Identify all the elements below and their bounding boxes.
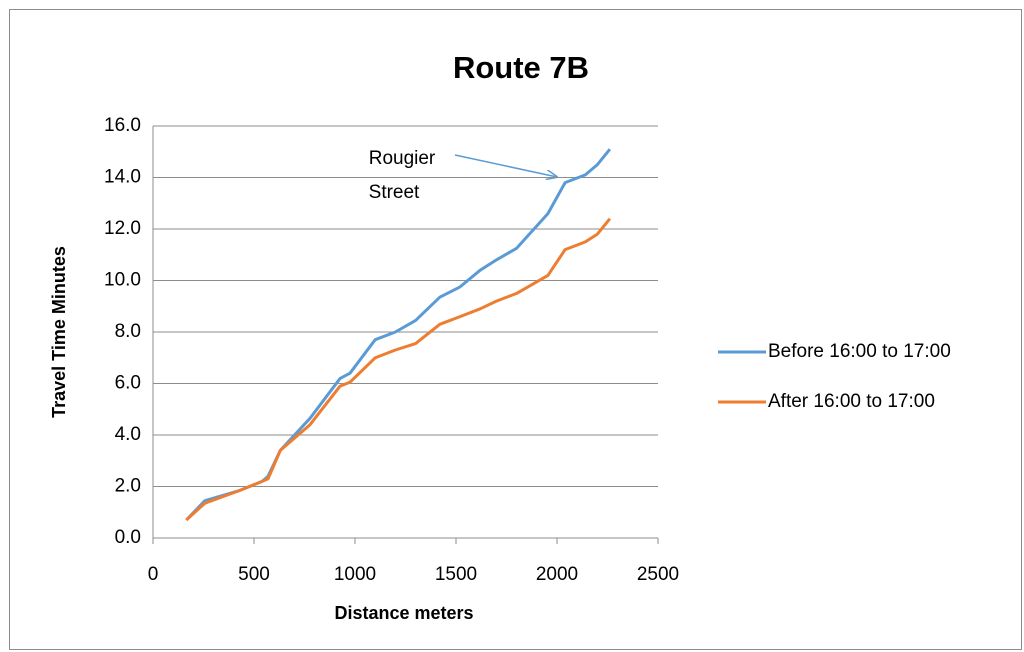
series-line: [185, 217, 612, 522]
y-tick-label: 8.0: [115, 321, 141, 342]
x-tick-label: 500: [238, 564, 270, 585]
legend-label: After 16:00 to 17:00: [768, 391, 935, 412]
x-tick-label: 2000: [536, 564, 578, 585]
chart-title: Route 7B: [453, 50, 589, 85]
x-tick-label: 1500: [435, 564, 477, 585]
y-tick-label: 14.0: [104, 167, 141, 188]
legend-label: Before 16:00 to 17:00: [768, 341, 951, 362]
y-tick-label: 6.0: [115, 373, 141, 394]
y-tick-label: 4.0: [115, 424, 141, 445]
y-tick-label: 0.0: [115, 527, 141, 548]
x-tick-label: 1000: [334, 564, 376, 585]
x-tick-label: 2500: [637, 564, 679, 585]
y-tick-label: 12.0: [104, 218, 141, 239]
x-axis-label: Distance meters: [334, 603, 473, 623]
y-tick-label: 10.0: [104, 270, 141, 291]
annotation-text: Rougier: [369, 148, 436, 169]
y-tick-label: 2.0: [115, 476, 141, 497]
annotation-arrow: [454, 154, 557, 177]
y-tick-label: 16.0: [104, 115, 141, 136]
x-tick-label: 0: [148, 564, 159, 585]
chart-frame: [9, 9, 1022, 650]
annotation-text: Street: [369, 182, 420, 203]
y-axis-label: Travel Time Minutes: [49, 246, 69, 418]
